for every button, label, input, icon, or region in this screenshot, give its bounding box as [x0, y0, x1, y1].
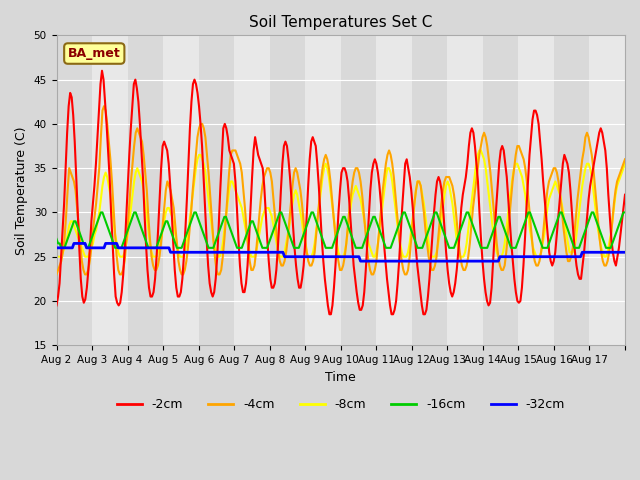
Title: Soil Temperatures Set C: Soil Temperatures Set C: [249, 15, 433, 30]
Bar: [412, 36, 447, 345]
Bar: [56, 36, 92, 345]
Bar: [198, 36, 234, 345]
Bar: [483, 36, 518, 345]
Legend: -2cm, -4cm, -8cm, -16cm, -32cm: -2cm, -4cm, -8cm, -16cm, -32cm: [111, 394, 570, 417]
X-axis label: Time: Time: [325, 371, 356, 384]
Bar: [269, 36, 305, 345]
Bar: [127, 36, 163, 345]
Bar: [340, 36, 376, 345]
Bar: [554, 36, 589, 345]
Y-axis label: Soil Temperature (C): Soil Temperature (C): [15, 126, 28, 254]
Text: BA_met: BA_met: [68, 47, 121, 60]
